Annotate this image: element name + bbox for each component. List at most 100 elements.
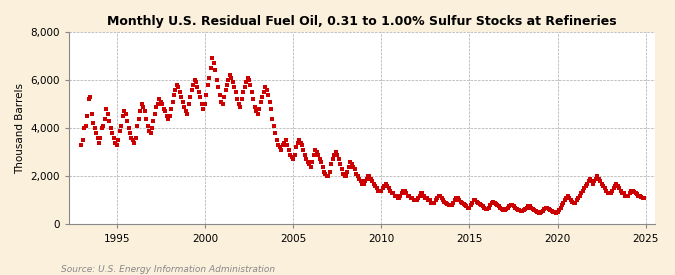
Point bbox=[535, 211, 545, 215]
Point bbox=[517, 209, 528, 213]
Point bbox=[523, 204, 534, 209]
Point bbox=[532, 210, 543, 215]
Point bbox=[603, 191, 614, 195]
Point bbox=[576, 191, 587, 195]
Point bbox=[570, 201, 580, 205]
Point bbox=[220, 87, 231, 92]
Point bbox=[418, 193, 429, 198]
Point bbox=[217, 102, 228, 106]
Point bbox=[624, 191, 635, 195]
Point bbox=[341, 174, 352, 178]
Point bbox=[321, 174, 332, 178]
Point bbox=[611, 181, 622, 186]
Point bbox=[630, 191, 641, 195]
Point bbox=[82, 114, 92, 118]
Point bbox=[567, 199, 578, 204]
Point bbox=[439, 199, 450, 204]
Point bbox=[76, 143, 87, 147]
Point bbox=[157, 102, 167, 106]
Point bbox=[486, 201, 497, 205]
Point bbox=[411, 198, 422, 203]
Point bbox=[436, 196, 447, 200]
Point bbox=[311, 150, 322, 155]
Point bbox=[340, 174, 350, 178]
Point bbox=[362, 174, 373, 178]
Point bbox=[350, 167, 360, 171]
Point bbox=[104, 119, 115, 123]
Point bbox=[164, 114, 175, 118]
Point bbox=[620, 193, 630, 198]
Point bbox=[336, 167, 347, 171]
Point bbox=[323, 174, 333, 178]
Point bbox=[200, 102, 211, 106]
Point bbox=[414, 193, 425, 198]
Point bbox=[202, 83, 213, 87]
Point bbox=[561, 196, 572, 200]
Point bbox=[467, 201, 478, 205]
Point bbox=[529, 208, 539, 212]
Point bbox=[95, 136, 106, 140]
Point bbox=[376, 189, 387, 193]
Point bbox=[468, 198, 479, 203]
Point bbox=[284, 148, 294, 152]
Point bbox=[537, 208, 548, 213]
Point bbox=[301, 157, 312, 162]
Point bbox=[472, 199, 483, 204]
Point bbox=[595, 179, 605, 183]
Point bbox=[454, 198, 464, 203]
Point bbox=[598, 184, 609, 188]
Point bbox=[549, 210, 560, 215]
Point bbox=[460, 203, 470, 207]
Point bbox=[210, 68, 221, 73]
Point bbox=[286, 155, 297, 159]
Point bbox=[99, 116, 110, 121]
Point bbox=[481, 207, 491, 211]
Point bbox=[144, 128, 155, 133]
Point bbox=[358, 181, 369, 186]
Point bbox=[250, 104, 261, 109]
Point bbox=[379, 184, 389, 188]
Point bbox=[554, 208, 564, 212]
Point bbox=[457, 201, 468, 205]
Point bbox=[209, 61, 219, 65]
Point bbox=[401, 191, 412, 195]
Point bbox=[292, 141, 303, 145]
Point bbox=[128, 138, 138, 142]
Point bbox=[483, 205, 494, 210]
Point bbox=[355, 179, 366, 183]
Point bbox=[425, 198, 435, 203]
Point bbox=[441, 201, 452, 205]
Point bbox=[500, 208, 510, 212]
Point bbox=[495, 205, 506, 210]
Point bbox=[634, 193, 645, 198]
Point bbox=[543, 207, 554, 211]
Point bbox=[586, 179, 597, 183]
Point bbox=[496, 207, 507, 211]
Point bbox=[85, 95, 96, 99]
Point bbox=[114, 128, 125, 133]
Point bbox=[557, 203, 568, 207]
Point bbox=[364, 174, 375, 178]
Point bbox=[97, 126, 107, 130]
Point bbox=[626, 189, 637, 193]
Point bbox=[94, 141, 105, 145]
Point bbox=[508, 204, 519, 209]
Point bbox=[577, 189, 588, 193]
Point bbox=[345, 160, 356, 164]
Point bbox=[310, 148, 321, 152]
Point bbox=[216, 100, 227, 104]
Point bbox=[476, 203, 487, 207]
Point bbox=[165, 107, 176, 111]
Point bbox=[327, 157, 338, 162]
Point bbox=[159, 107, 169, 111]
Point bbox=[273, 143, 284, 147]
Point bbox=[192, 85, 203, 89]
Point bbox=[498, 208, 509, 212]
Point bbox=[562, 193, 573, 198]
Point bbox=[526, 205, 537, 210]
Point bbox=[271, 138, 282, 142]
Point bbox=[134, 116, 144, 121]
Point bbox=[608, 186, 619, 191]
Point bbox=[404, 193, 414, 198]
Point bbox=[329, 152, 340, 157]
